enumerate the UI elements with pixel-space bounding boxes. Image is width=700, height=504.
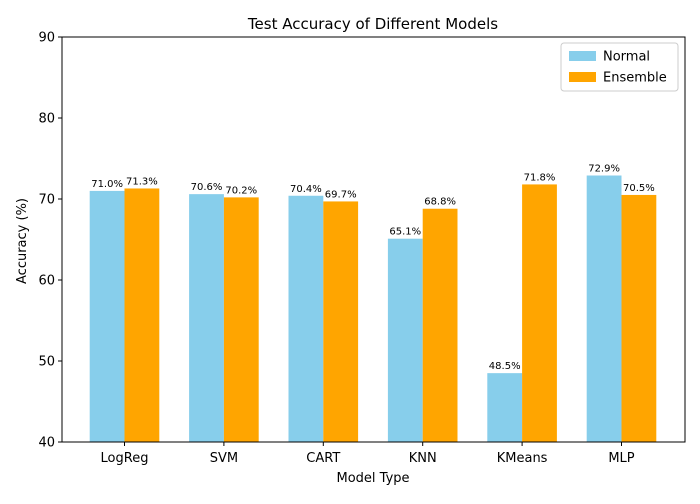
data-label-normal-cart: 70.4% xyxy=(290,184,322,195)
data-label-normal-kmeans: 48.5% xyxy=(489,361,521,372)
bar-normal-knn xyxy=(387,238,423,442)
bar-normal-kmeans xyxy=(487,373,523,442)
legend-swatch-normal xyxy=(569,51,596,61)
bar-normal-svm xyxy=(189,194,224,442)
x-tick-label-cart: CART xyxy=(306,451,340,466)
bar-normal-mlp xyxy=(586,175,622,442)
data-label-ensemble-logreg: 71.3% xyxy=(126,176,158,187)
y-tick-label-40: 40 xyxy=(38,436,55,451)
x-axis-label: Model Type xyxy=(336,471,409,486)
y-axis: 40 50 60 70 80 90 xyxy=(38,31,62,451)
y-tick-label-70: 70 xyxy=(38,193,55,208)
plot-frame xyxy=(61,36,686,443)
bar-normal-cart xyxy=(288,195,324,442)
data-label-ensemble-kmeans: 71.8% xyxy=(524,172,556,183)
bar-ensemble-cart xyxy=(323,201,359,442)
plot-area: 71.0% 70.6% 70.4% 65.1% 48.5% 72.9% 71.3% 70.2%… xyxy=(89,164,657,443)
data-label-normal-logreg: 71.0% xyxy=(91,179,123,190)
data-label-normal-svm: 70.6% xyxy=(191,182,223,193)
bar-ensemble-svm xyxy=(223,197,259,442)
data-label-ensemble-knn: 68.8% xyxy=(424,197,456,208)
data-label-ensemble-mlp: 70.5% xyxy=(623,183,655,194)
bar-ensemble-kmeans xyxy=(522,184,557,443)
x-tick-label-svm: SVM xyxy=(210,451,238,466)
data-label-normal-knn: 65.1% xyxy=(389,227,421,238)
y-tick-label-50: 50 xyxy=(38,355,55,370)
y-tick-label-60: 60 xyxy=(38,274,55,289)
data-label-ensemble-svm: 70.2% xyxy=(225,185,257,196)
y-axis-label: Accuracy (%) xyxy=(15,198,30,284)
legend-label-ensemble: Ensemble xyxy=(603,71,667,86)
data-label-ensemble-cart: 69.7% xyxy=(325,189,357,200)
bar-normal-logreg xyxy=(89,190,125,442)
bar-ensemble-mlp xyxy=(621,194,657,442)
bar-ensemble-knn xyxy=(422,208,458,442)
chart-title: Test Accuracy of Different Models xyxy=(247,15,498,33)
y-tick-label-80: 80 xyxy=(38,112,55,127)
x-tick-label-knn: KNN xyxy=(409,451,437,466)
x-axis: LogReg SVM CART KNN KMeans MLP xyxy=(101,442,635,466)
data-label-normal-mlp: 72.9% xyxy=(588,164,620,175)
y-tick-label-90: 90 xyxy=(38,31,55,46)
bar-ensemble-logreg xyxy=(124,188,160,442)
legend: Normal Ensemble xyxy=(560,42,679,92)
x-tick-label-mlp: MLP xyxy=(608,451,634,466)
legend-label-normal: Normal xyxy=(603,50,650,65)
x-tick-label-logreg: LogReg xyxy=(101,451,149,466)
x-tick-label-kmeans: KMeans xyxy=(497,451,548,466)
legend-swatch-ensemble xyxy=(569,72,596,82)
